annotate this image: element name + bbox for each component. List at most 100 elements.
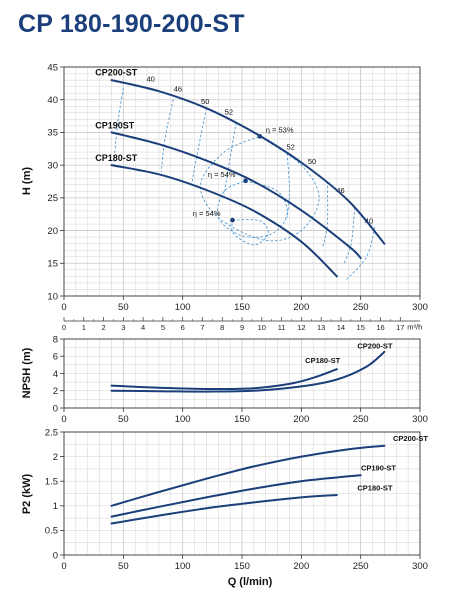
series-line	[110, 164, 338, 278]
y-tick-label: 1	[53, 501, 58, 512]
series-line	[110, 474, 362, 518]
y-tick-label: 1.5	[45, 477, 58, 488]
y-axis-label: P2 (kW)	[21, 473, 33, 514]
x-tick-label: 100	[175, 561, 191, 572]
y-tick-label: 0.5	[45, 526, 58, 537]
series-label: CP180-ST	[357, 484, 392, 493]
secondary-tick-label: 12	[297, 323, 305, 332]
x-tick-label: 0	[61, 414, 66, 425]
secondary-tick-label: 7	[200, 323, 204, 332]
x-tick-label: 150	[234, 302, 250, 313]
iso-diameter-line	[322, 181, 329, 247]
secondary-tick-label: 9	[240, 323, 244, 332]
iso-diameter-label: 46	[174, 84, 182, 93]
x-tick-label: 50	[118, 414, 129, 425]
secondary-tick-label: 3	[121, 323, 125, 332]
iso-diameter-line	[223, 122, 237, 195]
iso-efficiency-loop	[216, 180, 288, 238]
series-label: CP200-ST	[393, 434, 428, 443]
y-tick-label: 40	[47, 95, 58, 106]
y-tick-label: 35	[47, 128, 58, 139]
y-tick-label: 4	[53, 369, 58, 380]
x-axis-label: Q (l/min)	[228, 576, 273, 588]
efficiency-point	[243, 178, 248, 184]
secondary-tick-label: 13	[317, 323, 325, 332]
x-tick-label: 300	[412, 302, 428, 313]
y-tick-label: 6	[53, 352, 58, 363]
iso-diameter-label: 40	[365, 217, 373, 226]
x-tick-label: 200	[293, 414, 309, 425]
secondary-tick-label: 1	[82, 323, 86, 332]
series-line	[110, 350, 386, 393]
efficiency-point	[230, 217, 235, 223]
iso-diameter-line	[286, 153, 290, 218]
secondary-tick-label: 17	[396, 323, 404, 332]
iso-diameter-label: 50	[308, 157, 316, 166]
series-label: CP190ST	[95, 121, 135, 131]
y-tick-label: 8	[53, 334, 58, 345]
page-title: CP 180-190-200-ST	[18, 10, 245, 38]
series-line	[110, 79, 386, 245]
efficiency-label: η = 54%	[193, 209, 221, 218]
y-axis-label: H (m)	[21, 167, 33, 195]
secondary-tick-label: 14	[337, 323, 345, 332]
iso-diameter-label: 52	[286, 143, 294, 152]
secondary-tick-label: 8	[220, 323, 224, 332]
iso-diameter-line	[343, 207, 356, 264]
x-tick-label: 50	[118, 302, 129, 313]
y-tick-label: 0	[53, 403, 58, 414]
x-tick-label: 250	[353, 302, 369, 313]
y-tick-label: 45	[47, 62, 58, 73]
x-tick-label: 250	[353, 561, 369, 572]
y-tick-label: 15	[47, 259, 58, 270]
y-tick-label: 2	[53, 386, 58, 397]
secondary-tick-label: 16	[376, 323, 384, 332]
x-tick-label: 50	[118, 561, 129, 572]
secondary-tick-label: 5	[161, 323, 165, 332]
iso-diameter-label: 50	[201, 97, 209, 106]
x-tick-label: 150	[234, 561, 250, 572]
series-label: CP180-ST	[305, 356, 340, 365]
iso-diameter-line	[191, 108, 207, 182]
series-line	[110, 131, 362, 260]
series-label: CP180-ST	[95, 153, 138, 163]
x-tick-label: 100	[175, 414, 191, 425]
series-label: CP200-ST	[95, 68, 138, 78]
series-line	[110, 494, 338, 525]
secondary-axis-unit: m³/h	[407, 323, 422, 332]
iso-diameter-label: 46	[336, 186, 344, 195]
series-label: CP190-ST	[361, 463, 396, 472]
secondary-tick-label: 15	[357, 323, 365, 332]
secondary-tick-label: 6	[181, 323, 185, 332]
y-axis-label: NPSH (m)	[21, 347, 33, 398]
iso-efficiency-loop	[231, 219, 269, 246]
iso-diameter-label: 52	[225, 107, 233, 116]
secondary-tick-label: 2	[101, 323, 105, 332]
secondary-tick-label: 10	[258, 323, 266, 332]
x-tick-label: 300	[412, 414, 428, 425]
x-tick-label: 150	[234, 414, 250, 425]
iso-diameter-label: 40	[146, 75, 154, 84]
iso-efficiency-loop	[200, 136, 320, 242]
series-line	[110, 444, 386, 507]
secondary-tick-label: 0	[62, 323, 66, 332]
secondary-tick-label: 11	[278, 323, 286, 332]
y-tick-label: 30	[47, 160, 58, 171]
iso-diameter-line	[346, 227, 376, 280]
x-tick-label: 0	[61, 561, 66, 572]
series-line	[110, 368, 338, 391]
y-tick-label: 2	[53, 452, 58, 463]
y-tick-label: 0	[53, 550, 58, 561]
efficiency-label: η = 54%	[208, 170, 236, 179]
x-tick-label: 250	[353, 414, 369, 425]
y-tick-label: 25	[47, 193, 58, 204]
x-tick-label: 200	[293, 561, 309, 572]
x-tick-label: 200	[293, 302, 309, 313]
x-tick-label: 0	[61, 302, 66, 313]
series-label: CP200-ST	[357, 341, 392, 350]
iso-diameter-line	[113, 87, 124, 166]
y-tick-label: 2.5	[45, 427, 58, 438]
efficiency-label: η = 53%	[266, 125, 294, 134]
iso-diameter-line	[160, 99, 174, 172]
